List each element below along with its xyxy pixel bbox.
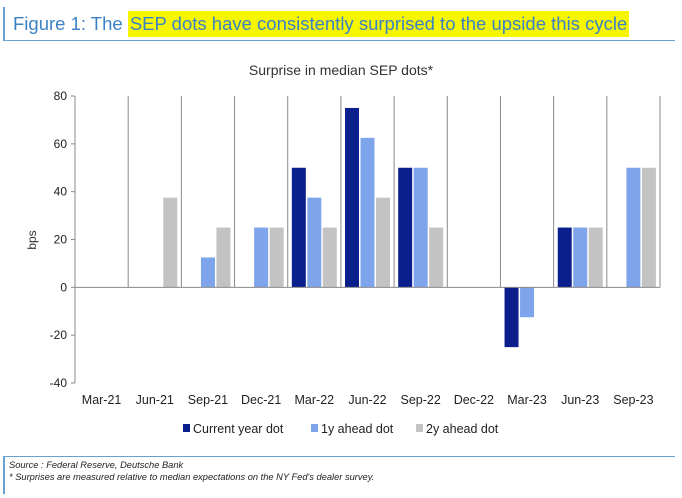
plot-area: -40 -20 0 20 40 60 80 Mar-21 Jun-21 Sep-21 Dec-21 M… (50, 89, 661, 407)
y-tick-label: 80 (54, 89, 68, 103)
x-tick-label: Sep-23 (613, 393, 653, 407)
bar-1y-ahead-dot (573, 227, 588, 288)
legend-label: Current year dot (193, 422, 284, 436)
bar-1y-ahead-dot (307, 197, 322, 288)
footnote-text: * Surprises are measured relative to med… (9, 472, 375, 482)
figure-title: Figure 1: The SEP dots have consistently… (13, 11, 630, 37)
x-tick-label: Jun-23 (561, 393, 599, 407)
x-tick-label: Dec-22 (454, 393, 494, 407)
y-axis-label: bps (25, 230, 39, 249)
source-text: Source : Federal Reserve, Deutsche Bank (9, 460, 184, 470)
figure-title-highlight: SEP dots have consistently surprised to … (127, 11, 630, 37)
figure-title-prefix: Figure 1: The (13, 13, 128, 34)
source-block: Source : Federal Reserve, Deutsche Bank … (3, 456, 675, 494)
y-tick-label: 40 (54, 185, 68, 199)
y-tick-label: 0 (60, 280, 67, 294)
bar-2y-ahead-dot (429, 227, 444, 288)
legend-swatch (183, 424, 190, 432)
bar-2y-ahead-dot (588, 227, 603, 288)
x-tick-label: Sep-21 (188, 393, 228, 407)
bar-1y-ahead-dot (413, 167, 428, 288)
y-tick-label: 60 (54, 137, 68, 151)
legend-swatch (311, 424, 318, 432)
x-tick-label: Dec-21 (241, 393, 281, 407)
bar-current-year-dot (504, 287, 519, 348)
bar-1y-ahead-dot (254, 227, 269, 288)
x-tick-label: Sep-22 (401, 393, 441, 407)
bar-1y-ahead-dot (360, 137, 375, 288)
bar-2y-ahead-dot (322, 227, 337, 288)
bar-2y-ahead-dot (216, 227, 231, 288)
bar-current-year-dot (557, 227, 572, 288)
bar-current-year-dot (291, 167, 306, 288)
legend-label: 1y ahead dot (321, 422, 394, 436)
legend-label: 2y ahead dot (426, 422, 499, 436)
bar-current-year-dot (345, 107, 359, 288)
y-tick-label: 20 (54, 233, 68, 247)
x-tick-label: Mar-21 (82, 393, 122, 407)
bar-2y-ahead-dot (269, 227, 284, 288)
x-tick-label: Mar-23 (507, 393, 547, 407)
bar-current-year-dot (398, 167, 413, 288)
bar-2y-ahead-dot (641, 167, 656, 288)
bar-1y-ahead-dot (626, 167, 641, 288)
chart: Surprise in median SEP dots* bps -40 -20 0… (25, 62, 661, 436)
bar-1y-ahead-dot (200, 257, 215, 288)
legend-swatch (416, 424, 423, 432)
bar-1y-ahead-dot (520, 287, 535, 318)
y-tick-label: -40 (50, 376, 68, 390)
bar-2y-ahead-dot (376, 197, 390, 288)
y-tick-label: -20 (50, 328, 68, 342)
x-tick-label: Mar-22 (295, 393, 335, 407)
x-tick-label: Jun-21 (136, 393, 174, 407)
bar-2y-ahead-dot (163, 197, 178, 288)
figure-header: Figure 1: The SEP dots have consistently… (3, 7, 675, 41)
legend: Current year dot 1y ahead dot 2y ahead dot (183, 422, 499, 436)
x-tick-label: Jun-22 (348, 393, 386, 407)
chart-title: Surprise in median SEP dots* (249, 62, 434, 78)
